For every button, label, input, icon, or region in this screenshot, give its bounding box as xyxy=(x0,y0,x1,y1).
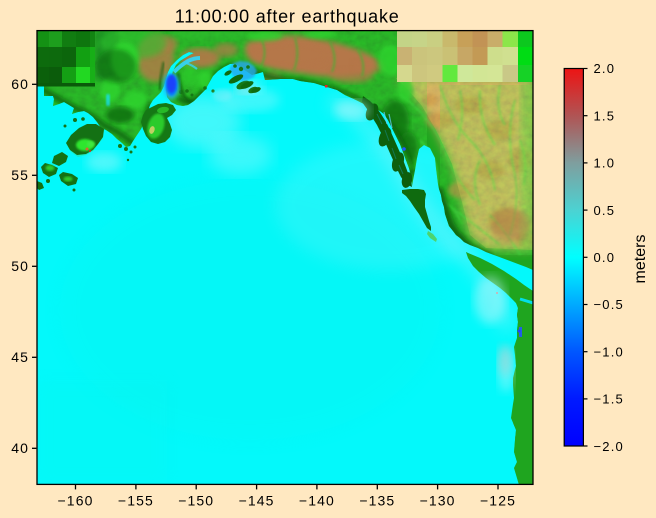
svg-text:−1.5: −1.5 xyxy=(594,392,624,407)
svg-text:−130: −130 xyxy=(420,493,456,509)
svg-text:−140: −140 xyxy=(299,493,335,509)
svg-text:−135: −135 xyxy=(359,493,395,509)
svg-text:55: 55 xyxy=(11,167,29,183)
svg-text:−2.0: −2.0 xyxy=(594,439,624,454)
svg-text:45: 45 xyxy=(11,349,29,365)
svg-text:meters: meters xyxy=(632,235,649,284)
svg-text:1.0: 1.0 xyxy=(594,156,616,171)
svg-text:60: 60 xyxy=(11,76,29,92)
svg-text:−0.5: −0.5 xyxy=(594,297,624,312)
svg-text:11:00:00 after earthquake: 11:00:00 after earthquake xyxy=(175,6,400,26)
svg-text:2.0: 2.0 xyxy=(594,61,616,76)
svg-text:−150: −150 xyxy=(178,493,214,509)
svg-text:−155: −155 xyxy=(118,493,154,509)
svg-text:0.5: 0.5 xyxy=(594,203,616,218)
svg-text:−1.0: −1.0 xyxy=(594,344,624,359)
svg-text:0.0: 0.0 xyxy=(594,250,616,265)
svg-text:−125: −125 xyxy=(480,493,516,509)
svg-text:50: 50 xyxy=(11,258,29,274)
svg-text:−160: −160 xyxy=(58,493,94,509)
svg-text:1.5: 1.5 xyxy=(594,108,616,123)
svg-text:−145: −145 xyxy=(239,493,275,509)
svg-text:40: 40 xyxy=(11,440,29,456)
